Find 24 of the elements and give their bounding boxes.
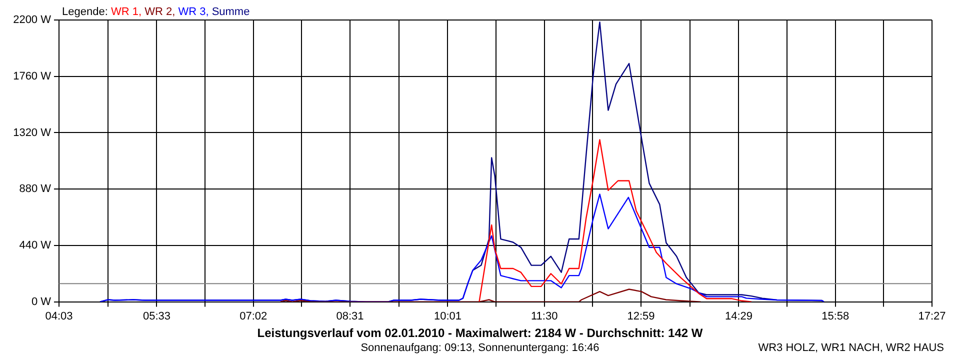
x-tick-label: 14:29 [724,310,752,322]
x-tick-label: 11:30 [531,310,558,322]
y-tick-label: 0 W [31,296,52,308]
text: WR 2, [144,6,176,18]
y-tick-label: 440 W [19,239,52,252]
x-tick-label: 15:58 [822,310,850,322]
y-tick-label: 1760 W [13,70,52,82]
x-tick-label: 04:03 [45,310,73,322]
x-tick-label: 12:59 [627,310,655,322]
text: Sonnenaufgang: 09:13, Sonnenuntergang: 16:46 [360,342,600,354]
x-tick-label: 07:02 [240,310,268,322]
text: WR 1, [110,6,142,18]
legend-title: Legende: [62,6,109,18]
text: Leistungsverlauf vom 02.01.2010 - Maximalwert: 2184 W - Durchschnitt: 142 W [256,326,704,340]
y-tick-label: 1320 W [13,126,52,139]
x-tick-label: 10:01 [434,310,462,322]
text: WR 3, [178,6,210,18]
text: Summe [212,6,250,18]
text: WR3 HOLZ, WR1 NACH, WR2 HAUS [758,342,944,354]
x-tick-label: 05:33 [142,310,170,322]
y-tick-label: 880 W [19,183,52,196]
x-tick-label: 08:31 [336,310,364,322]
y-tick-label: 2200 W [13,14,52,26]
x-tick-label: 17:27 [918,310,946,322]
